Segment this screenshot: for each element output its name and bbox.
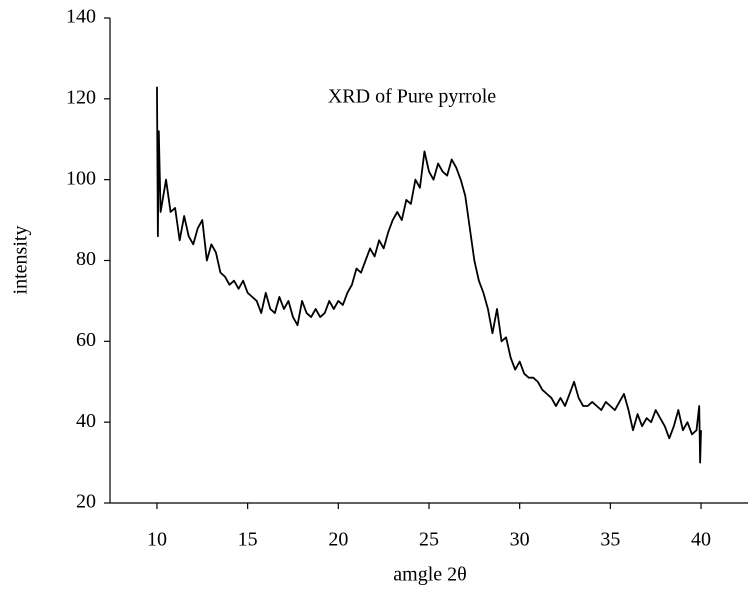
x-tick-label: 35 bbox=[600, 529, 620, 551]
y-tick-label: 40 bbox=[76, 410, 96, 432]
y-tick-label: 20 bbox=[76, 491, 96, 513]
y-axis-label: intensity bbox=[10, 226, 32, 295]
y-tick-label: 80 bbox=[76, 248, 96, 270]
y-tick-label: 100 bbox=[66, 167, 96, 189]
x-tick-label: 10 bbox=[147, 529, 167, 551]
x-tick-label: 25 bbox=[419, 529, 439, 551]
y-tick-label: 120 bbox=[66, 86, 96, 108]
x-axis-label: amgle 2θ bbox=[393, 564, 466, 586]
chart-title: XRD of Pure pyrrole bbox=[328, 86, 496, 108]
y-tick-label: 60 bbox=[76, 329, 96, 351]
data-line bbox=[156, 86, 702, 464]
x-tick-label: 20 bbox=[328, 529, 348, 551]
x-tick-label: 40 bbox=[691, 529, 711, 551]
y-tick-label: 140 bbox=[66, 6, 96, 28]
x-tick-label: 30 bbox=[510, 529, 530, 551]
x-tick-label: 15 bbox=[238, 529, 258, 551]
